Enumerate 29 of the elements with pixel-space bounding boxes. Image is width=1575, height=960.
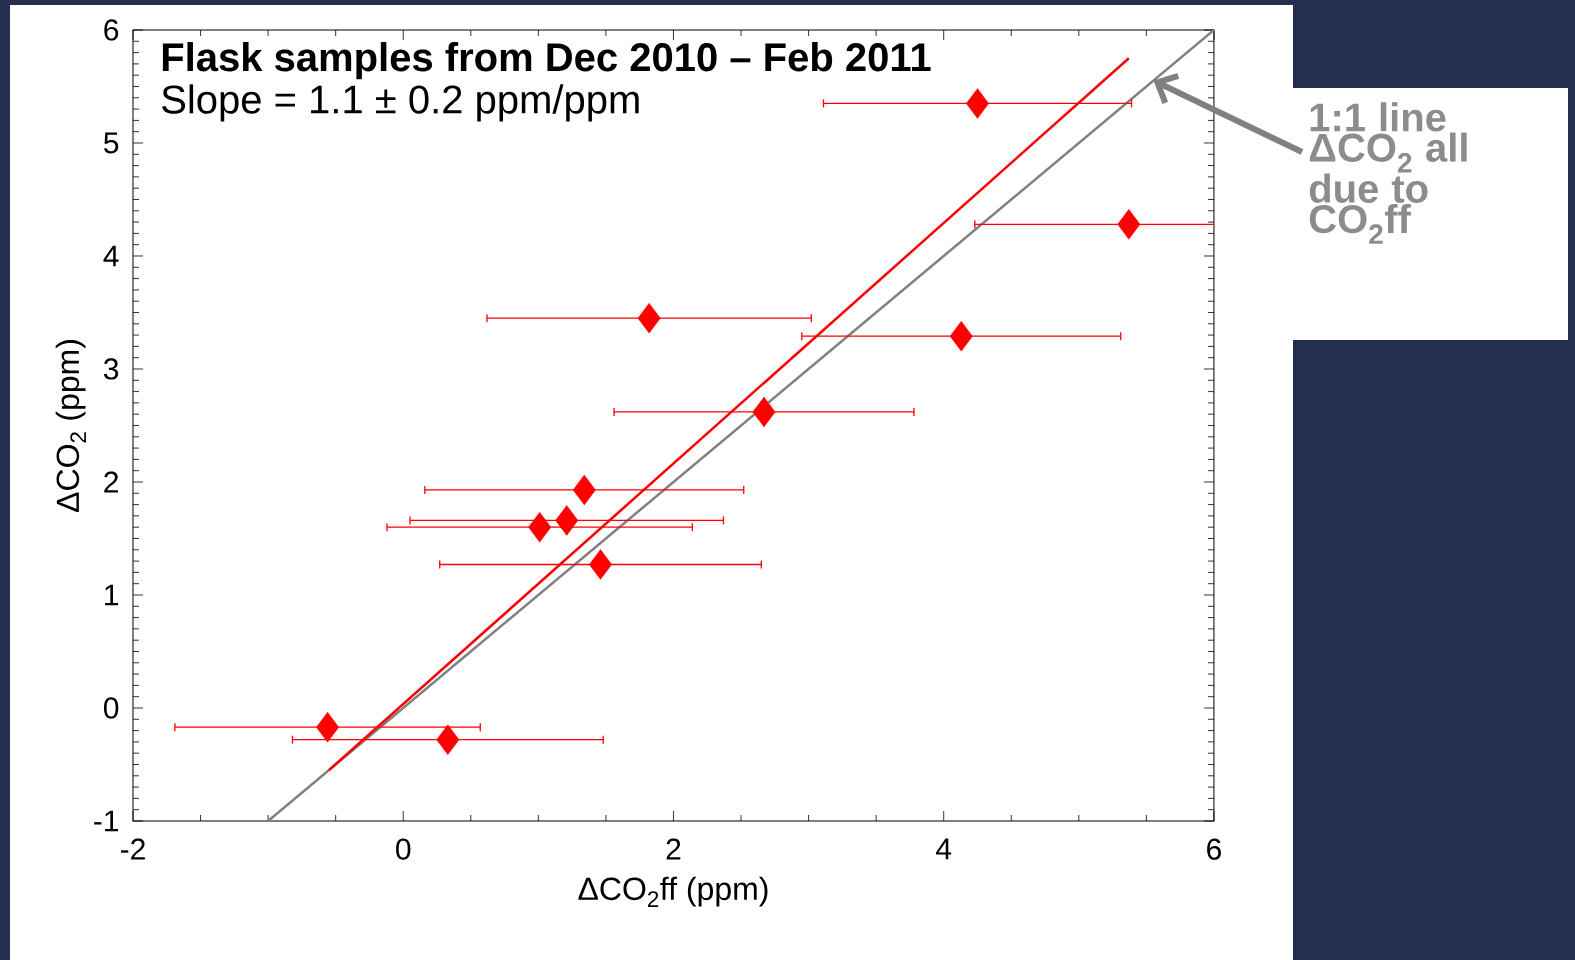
point xyxy=(752,396,776,428)
point xyxy=(949,321,973,352)
point xyxy=(966,88,989,119)
y-tick-label: 4 xyxy=(103,245,119,267)
text: Slope = 1.1 ± 0.2 ppm/ppm xyxy=(162,84,639,122)
y-tick-label: 1 xyxy=(105,584,119,606)
point xyxy=(589,549,612,580)
y-tick-label: 0 xyxy=(103,697,119,719)
point xyxy=(555,505,579,536)
x-tick-label: 0 xyxy=(396,838,411,860)
point xyxy=(637,302,661,334)
y-tick-label: 2 xyxy=(104,471,118,493)
y-tick-label: 5 xyxy=(104,132,119,154)
x-tick-label: -2 xyxy=(121,838,145,860)
y-axis-title: ΔCO$_{2}$ (ppm) xyxy=(55,340,86,512)
y-tick-label: 3 xyxy=(103,358,119,380)
chart-title: Flask samples from Dec 2010 – Feb 2011 xyxy=(162,42,931,80)
y-tick-label: -1 xyxy=(94,810,119,832)
point xyxy=(528,511,552,543)
x-tick-label: 4 xyxy=(936,838,952,860)
point xyxy=(316,711,340,743)
point xyxy=(1117,209,1141,240)
x-axis-title: ΔCO$_{2}$ff (ppm) xyxy=(578,876,768,907)
x-tick-label: 2 xyxy=(666,838,681,860)
point xyxy=(436,724,460,755)
text: 1:1 line ΔCO$_{2}$ all due to CO$_{2}$ff xyxy=(1309,102,1467,244)
y-tick-label: 6 xyxy=(104,19,119,41)
x-tick-label: 6 xyxy=(1207,838,1221,860)
point xyxy=(572,474,596,506)
